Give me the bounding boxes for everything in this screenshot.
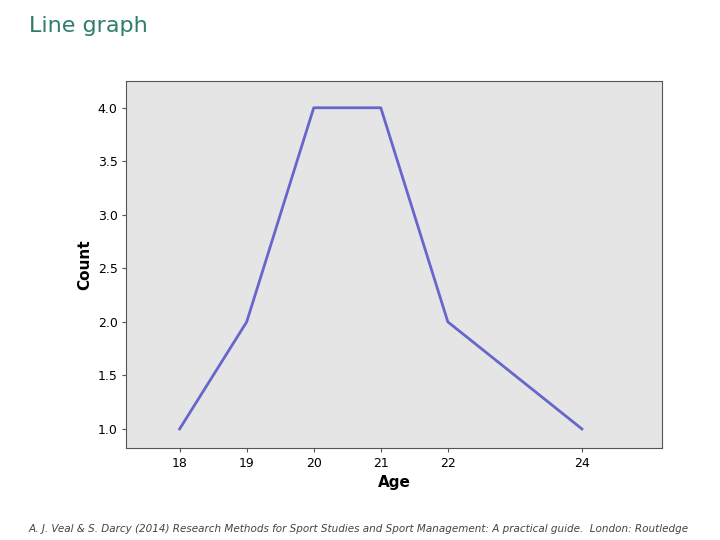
Y-axis label: Count: Count: [77, 239, 92, 290]
Text: A. J. Veal & S. Darcy (2014) Research Methods for Sport Studies and Sport Manage: A. J. Veal & S. Darcy (2014) Research Me…: [29, 523, 689, 534]
Text: Line graph: Line graph: [29, 16, 148, 36]
X-axis label: Age: Age: [378, 475, 410, 490]
